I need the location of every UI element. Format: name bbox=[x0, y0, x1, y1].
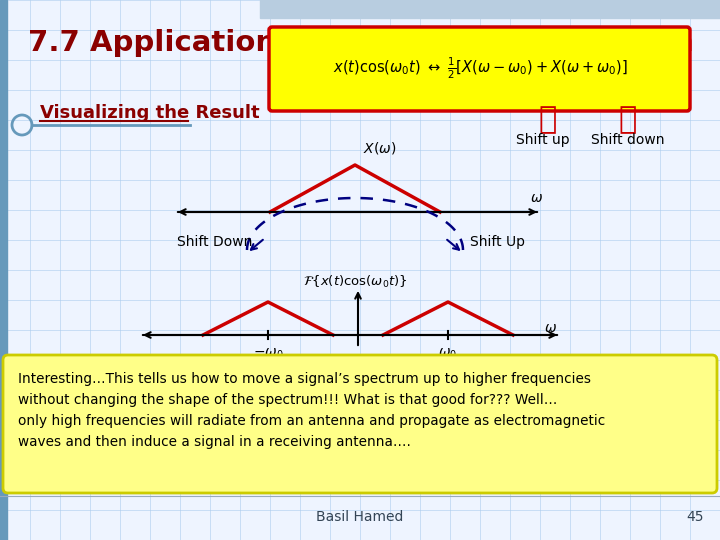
FancyBboxPatch shape bbox=[269, 27, 690, 111]
Text: 45: 45 bbox=[686, 510, 703, 524]
Text: $\mathcal{F}\{x(t)\cos(\omega_0 t)\}$: $\mathcal{F}\{x(t)\cos(\omega_0 t)\}$ bbox=[302, 274, 408, 290]
Bar bbox=[260, 0, 720, 18]
Text: ⎵: ⎵ bbox=[539, 105, 557, 134]
Text: Shift Down: Shift Down bbox=[177, 235, 253, 249]
Text: $-\omega_0$: $-\omega_0$ bbox=[253, 347, 284, 361]
Bar bbox=[0, 0, 7, 540]
Text: $\omega_0$: $\omega_0$ bbox=[438, 347, 457, 361]
Text: $\omega$: $\omega$ bbox=[544, 321, 557, 335]
Text: ⎵: ⎵ bbox=[619, 105, 637, 134]
Text: Shift down: Shift down bbox=[591, 133, 665, 147]
Text: $X(\omega)$: $X(\omega)$ bbox=[363, 140, 396, 157]
Text: Visualizing the Result: Visualizing the Result bbox=[40, 104, 260, 122]
Text: 7.7 Application of The Fourier Transform: 7.7 Application of The Fourier Transform bbox=[28, 29, 694, 57]
FancyBboxPatch shape bbox=[3, 355, 717, 493]
Text: $x(t)\cos(\omega_0 t)\ \leftrightarrow\ \frac{1}{2}[X(\omega-\omega_0)+X(\omega+: $x(t)\cos(\omega_0 t)\ \leftrightarrow\ … bbox=[333, 55, 627, 80]
Text: Shift up: Shift up bbox=[516, 133, 570, 147]
Text: Interesting…This tells us how to move a signal’s spectrum up to higher frequenci: Interesting…This tells us how to move a … bbox=[18, 372, 606, 449]
Text: Shift Up: Shift Up bbox=[470, 235, 526, 249]
Text: $\omega$: $\omega$ bbox=[530, 191, 543, 205]
Text: Basil Hamed: Basil Hamed bbox=[316, 510, 404, 524]
